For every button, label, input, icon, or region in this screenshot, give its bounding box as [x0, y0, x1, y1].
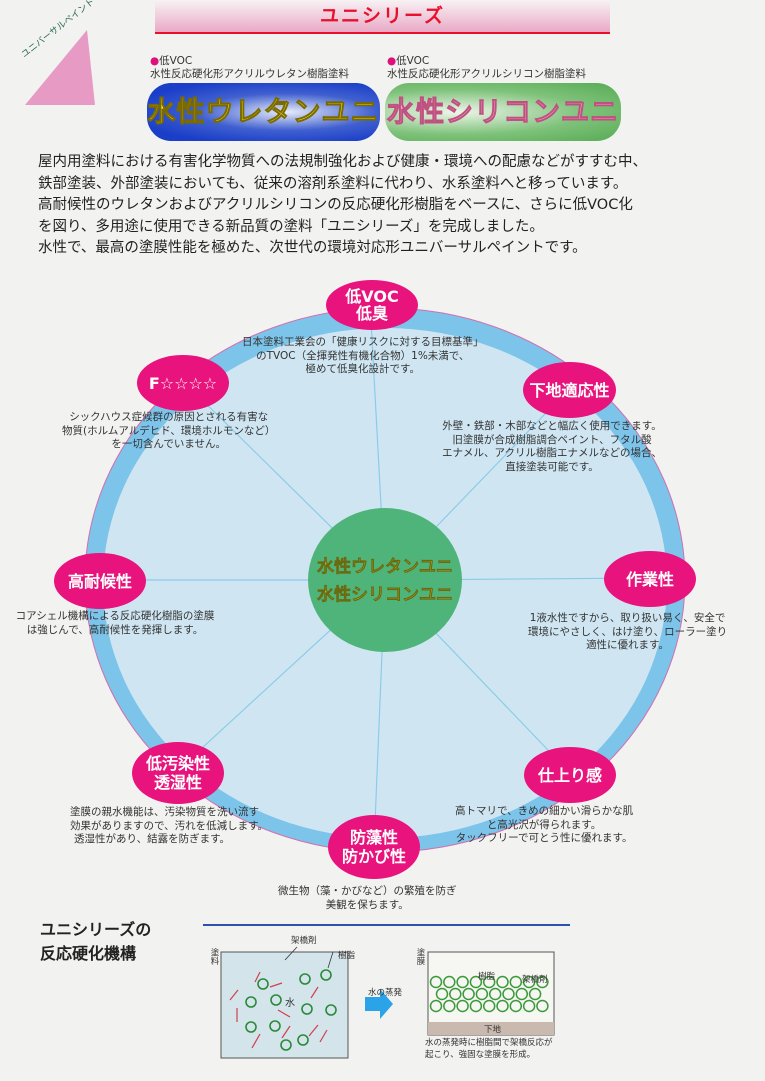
resin-particle	[449, 987, 462, 1001]
evaporation-label: 水の蒸発	[368, 988, 403, 998]
resin-particle	[443, 975, 456, 989]
feature-badge-substrate: 下地適応性	[523, 362, 616, 418]
resin-particle	[536, 975, 549, 989]
resin-particle	[435, 987, 449, 1001]
resin-particle	[456, 975, 469, 989]
feature-badge-weather: 高耐候性	[54, 553, 146, 609]
resin-particle	[475, 987, 489, 1001]
crosslinker-label-right: 架橋剤	[522, 975, 548, 985]
center-circle	[308, 508, 462, 652]
resin-particle	[502, 987, 515, 1001]
paint-label: 塗料	[209, 948, 219, 965]
feature-badge-f4star: F☆☆☆☆	[137, 355, 229, 411]
resin-particle	[462, 987, 475, 1001]
divider	[203, 924, 570, 926]
resin-particle	[496, 999, 509, 1013]
film-label: 塗膜	[415, 948, 425, 965]
resin-particle	[429, 975, 443, 989]
resin-particle	[536, 999, 549, 1013]
resin-particle	[482, 975, 496, 989]
mechanism-diagram	[220, 946, 555, 1059]
feature-badge-low-stain: 低汚染性 透湿性	[132, 742, 224, 804]
center-label: 水性ウレタンユニ 水性シリコンユニ	[317, 557, 454, 606]
resin-particle	[515, 987, 529, 1001]
water-label: 水	[285, 998, 295, 1009]
intro-text: 屋内用塗料における有害化学物質への法規制強化および健康・環境への配慮などがすすむ…	[38, 154, 647, 256]
feature-desc-workability: 1液水性ですから、取り扱い易く、安全で 環境にやさしく、はけ塗り、ローラー塗り 適性…	[528, 612, 728, 651]
corner-triangle	[25, 30, 95, 105]
product-2-logo: 水性シリコンユニ	[385, 83, 621, 141]
resin-particle	[469, 975, 483, 989]
resin-particle	[429, 999, 443, 1013]
feature-desc-antifungal: 微生物（藻・かびなど）の繁殖を防ぎ 美観を保ちます。	[278, 885, 457, 911]
feature-badge-workability: 作業性	[604, 551, 696, 607]
feature-desc-f4star: シックハウス症候群の原因とされる有害な 物質(ホルムアルデヒド、環境ホルモンなど）…	[62, 411, 276, 450]
feature-desc-low-stain: 塗膜の親水機能は、汚染物質を洗い流す 効果がありますので、汚れを低減します。 透湿性…	[70, 806, 269, 845]
mechanism-title: ユニシリーズの 反応硬化機構	[40, 920, 152, 963]
resin-particle	[482, 999, 496, 1013]
feature-desc-finish: 高トマリで、きめの細かい滑らかな肌 と高光沢が得られます。 タックフリーで可とう性に…	[455, 805, 634, 844]
substrate-label: 下地	[484, 1025, 502, 1035]
feature-badge-finish: 仕上り感	[524, 747, 616, 803]
feature-desc-low-voc: 日本塗料工業会の「健康リスクに対する目標基準」 のTVOC（全揮発性有機化合物）1…	[242, 336, 484, 375]
resin-particle	[528, 987, 542, 1001]
mechanism-caption: 水の蒸発時に樹脂間で架橋反応が 起こり、強固な塗膜を形成。	[425, 1038, 553, 1060]
resin-particle	[456, 999, 469, 1013]
resin-label-left: 樹脂	[338, 951, 356, 961]
feature-desc-substrate: 外壁・鉄部・木部などと幅広く使用できます。 旧塗膜が合成樹脂調合ペイント、フタル酸…	[442, 420, 662, 473]
product-2-subtitle: ●低VOC 水性反応硬化形アクリルシリコン樹脂塗料	[387, 55, 586, 80]
arrow-icon	[365, 989, 393, 1019]
header-band: ユニシリーズ	[155, 0, 610, 34]
resin-particle	[522, 975, 536, 989]
resin-particle	[509, 975, 523, 989]
resin-particle	[469, 999, 483, 1013]
page-title: ユニシリーズ	[319, 5, 446, 27]
resin-particle	[443, 999, 456, 1013]
product-1-subtitle: ●低VOC 水性反応硬化形アクリルウレタン樹脂塗料	[150, 55, 349, 80]
resin-particle	[509, 999, 523, 1013]
resin-label-right: 樹脂	[478, 972, 496, 982]
resin-particle	[522, 999, 536, 1013]
resin-particle	[488, 987, 502, 1001]
product-1-logo: 水性ウレタンユニ	[147, 83, 380, 141]
feature-desc-weather: コアシェル機構による反応硬化樹脂の塗膜 は強じんで、高耐候性を発揮します。	[15, 610, 215, 636]
resin-particle	[496, 975, 509, 989]
crosslinker-label-left: 架橋剤	[291, 936, 317, 946]
feature-diagram	[84, 307, 686, 853]
feature-badge-low-voc: 低VOC 低臭	[326, 280, 418, 330]
feature-badge-antifungal: 防藻性 防かび性	[328, 815, 420, 879]
